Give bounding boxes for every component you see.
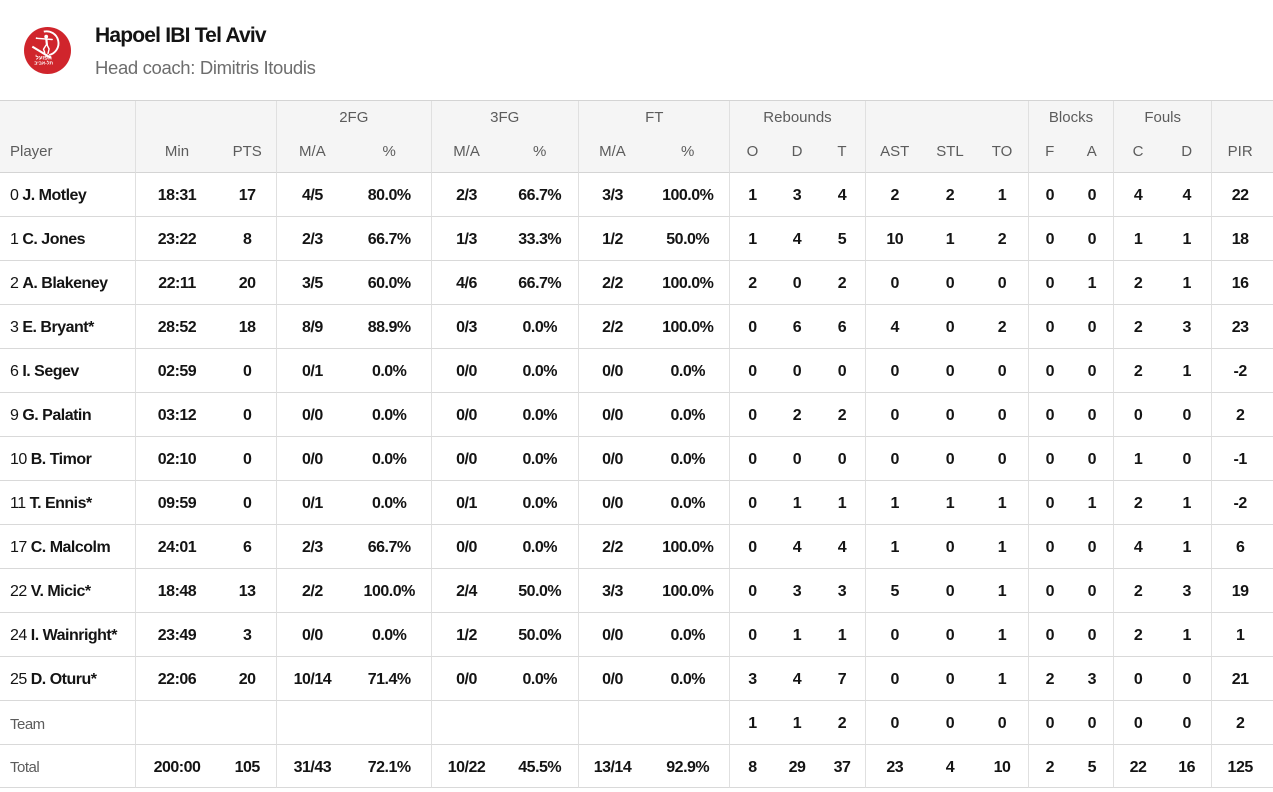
svg-text:תל-אביב: תל-אביב (34, 61, 53, 67)
svg-text:הפועל: הפועל (36, 54, 52, 62)
